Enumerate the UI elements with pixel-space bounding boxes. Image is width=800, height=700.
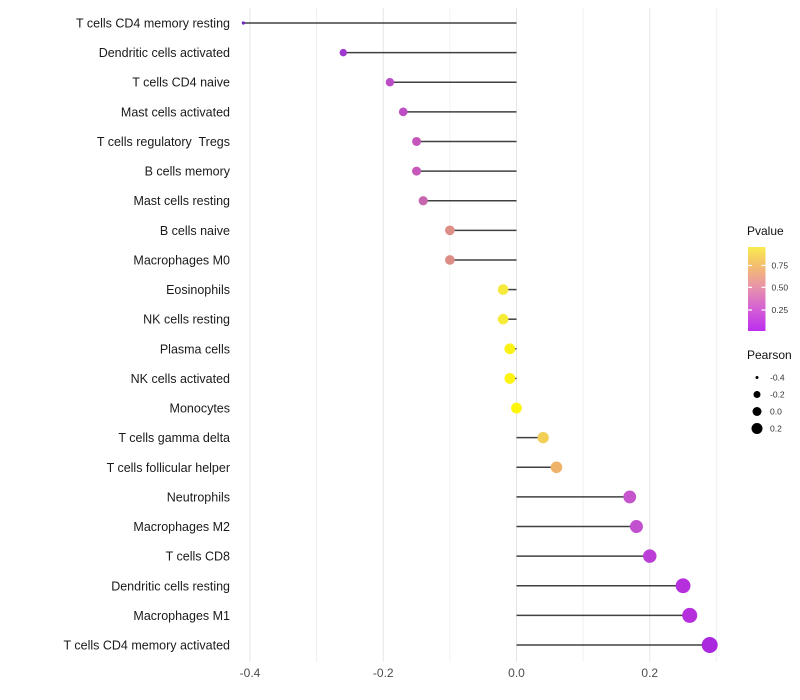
row-label: T cells CD8 bbox=[166, 550, 230, 564]
row-label: T cells CD4 naive bbox=[132, 76, 230, 90]
lollipop-dot bbox=[504, 373, 516, 384]
row-label: NK cells activated bbox=[131, 372, 230, 386]
lollipop-dot bbox=[412, 166, 422, 176]
x-tick-label: 0.0 bbox=[508, 666, 525, 680]
row-label: T cells CD4 memory resting bbox=[76, 17, 230, 31]
x-tick-label: -0.4 bbox=[240, 666, 261, 680]
lollipop-dot bbox=[418, 196, 428, 206]
pearson-legend-dot bbox=[751, 423, 763, 434]
y-axis-labels-group: T cells CD4 memory resting Dendritic cell… bbox=[64, 17, 231, 653]
x-axis-tick-labels-group: -0.4 -0.2 0.0 0.2 bbox=[240, 666, 659, 680]
x-tick-label: -0.2 bbox=[373, 666, 394, 680]
lollipop-dot bbox=[629, 520, 643, 534]
lollipop-dot bbox=[675, 578, 691, 594]
colorbar-tick-label: 0.25 bbox=[772, 305, 789, 315]
pearson-legend-dot bbox=[752, 407, 762, 416]
row-label: T cells follicular helper bbox=[107, 461, 230, 475]
colorbar-tick-label: 0.50 bbox=[772, 282, 789, 292]
pvalue-colorbar bbox=[748, 247, 766, 331]
pearson-legend-label: -0.4 bbox=[770, 373, 785, 383]
lollipop-dot bbox=[511, 402, 522, 414]
lollipop-dot bbox=[497, 284, 509, 295]
lollipop-dot bbox=[385, 78, 395, 87]
row-label: T cells gamma delta bbox=[118, 431, 230, 445]
pearson-legend-label: -0.2 bbox=[770, 390, 785, 400]
lollipop-dot bbox=[445, 225, 455, 236]
row-label: B cells memory bbox=[145, 165, 231, 179]
row-label: Macrophages M2 bbox=[133, 520, 230, 534]
row-label: Macrophages M0 bbox=[133, 253, 230, 267]
lollipop-dot bbox=[643, 549, 657, 563]
colorbar-tick-label: 0.75 bbox=[772, 260, 789, 270]
pearson-legend-label: 0.2 bbox=[770, 424, 782, 434]
lollipop-dot bbox=[623, 490, 637, 504]
gridlines-group bbox=[249, 8, 717, 662]
pvalue-legend-title: Pvalue bbox=[747, 224, 784, 238]
dots-group bbox=[241, 21, 718, 654]
lollipop-dot bbox=[682, 607, 698, 623]
lollipop-dot bbox=[497, 313, 509, 325]
row-label: Neutrophils bbox=[167, 490, 230, 504]
lollipop-dot bbox=[398, 107, 408, 117]
lollipop-dot bbox=[701, 637, 718, 654]
row-label: Mast cells activated bbox=[121, 105, 230, 119]
lollipop-dot bbox=[445, 255, 455, 265]
lollipop-dot bbox=[537, 432, 549, 444]
lollipop-dot bbox=[241, 21, 245, 25]
row-label: NK cells resting bbox=[143, 313, 230, 327]
lollipop-dot bbox=[504, 343, 516, 355]
pearson-legend-label: 0.0 bbox=[770, 407, 782, 417]
row-label: Eosinophils bbox=[166, 283, 230, 297]
row-label: Plasma cells bbox=[160, 342, 230, 356]
row-label: Mast cells resting bbox=[133, 194, 230, 208]
row-label: T cells regulatory Tregs bbox=[97, 135, 230, 149]
row-label: Dendritic cells activated bbox=[99, 46, 230, 60]
x-tick-label: 0.2 bbox=[641, 666, 658, 680]
lollipop-dot bbox=[550, 461, 563, 474]
row-label: Macrophages M1 bbox=[133, 609, 230, 623]
row-label: Monocytes bbox=[170, 402, 230, 416]
pearson-legend-dot bbox=[753, 391, 761, 398]
pearson-legend-title: Pearson bbox=[747, 348, 792, 362]
legend-group: Pvalue 0.75 0.50 0.25 Pearson -0.4 -0.2 0.0 0.2 bbox=[747, 224, 792, 434]
lollipop-dot bbox=[339, 48, 347, 57]
row-label: Dendritic cells resting bbox=[111, 579, 230, 593]
row-label: T cells CD4 memory activated bbox=[64, 639, 231, 653]
row-label: B cells naive bbox=[160, 224, 230, 238]
stems-group bbox=[243, 22, 710, 646]
pearson-legend-dot bbox=[755, 376, 759, 379]
lollipop-dot bbox=[412, 136, 422, 146]
